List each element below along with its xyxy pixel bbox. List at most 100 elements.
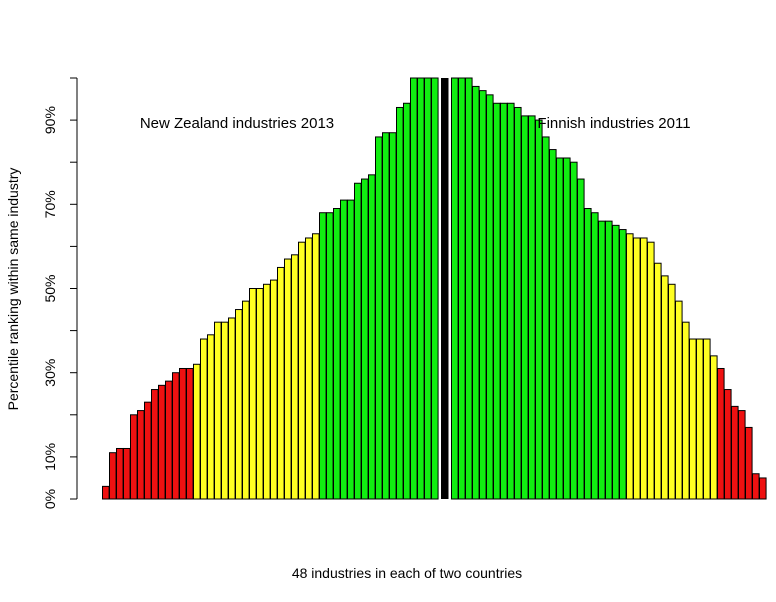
bar-fi-33: [675, 300, 683, 500]
bar-fi-34: [682, 321, 690, 500]
bar-nz-10: [165, 380, 173, 500]
bar-fi-16: [556, 157, 564, 500]
bar-nz-11: [172, 372, 180, 500]
bar-nz-19: [228, 317, 236, 500]
bar-nz-4: [123, 447, 131, 500]
bar-nz-17: [214, 321, 222, 500]
bar-fi-9: [507, 102, 515, 500]
bar-fi-39: [717, 367, 725, 500]
bar-nz-14: [193, 363, 201, 500]
bar-nz-9: [158, 384, 166, 500]
bar-nz-37: [354, 182, 362, 500]
bar-nz-21: [242, 300, 250, 500]
bar-nz-7: [144, 401, 152, 500]
bar-nz-46: [417, 77, 425, 500]
bar-nz-40: [375, 136, 383, 500]
bar-nz-29: [298, 241, 306, 500]
bar-fi-35: [689, 338, 697, 500]
bar-nz-43: [396, 106, 404, 500]
bar-fi-44: [752, 473, 760, 500]
bar-nz-34: [333, 208, 341, 500]
bar-nz-47: [424, 77, 432, 500]
y-tick-label-50: 50%: [42, 274, 58, 302]
bar-fi-45: [759, 477, 767, 500]
bar-nz-22: [249, 288, 257, 500]
y-tick-label-30: 30%: [42, 359, 58, 387]
bar-fi-4: [472, 85, 480, 500]
bar-fi-43: [745, 426, 753, 500]
bar-nz-13: [186, 367, 194, 500]
bar-fi-14: [542, 136, 550, 500]
bar-nz-28: [291, 254, 299, 500]
bar-fi-8: [500, 102, 508, 500]
bar-nz-27: [284, 258, 292, 500]
bar-nz-25: [270, 279, 278, 500]
bar-nz-12: [179, 367, 187, 500]
bar-nz-24: [263, 283, 271, 500]
bar-nz-31: [312, 233, 320, 500]
y-tick-label-70: 70%: [42, 190, 58, 218]
bar-nz-38: [361, 178, 369, 500]
bar-fi-18: [570, 161, 578, 500]
bar-fi-28: [640, 237, 648, 500]
y-tick-label-90: 90%: [42, 106, 58, 134]
bar-fi-37: [703, 338, 711, 500]
bar-nz-41: [382, 132, 390, 500]
y-tick-label-10: 10%: [42, 443, 58, 471]
bar-fi-21: [591, 212, 599, 500]
bar-nz-18: [221, 321, 229, 500]
bar-fi-25: [619, 229, 627, 500]
bar-nz-32: [319, 212, 327, 500]
bar-fi-31: [661, 275, 669, 500]
bar-nz-23: [256, 288, 264, 500]
bar-nz-2: [109, 452, 117, 500]
bar-fi-2: [458, 77, 466, 500]
bar-fi-38: [710, 355, 718, 500]
center-divider-bar: [441, 78, 449, 499]
y-axis: 0% 10% 30% 50% 70% 90%: [42, 77, 78, 509]
bar-fi-26: [626, 233, 634, 500]
bar-nz-8: [151, 389, 159, 500]
bar-nz-3: [116, 447, 124, 500]
bar-fi-41: [731, 405, 739, 500]
bar-nz-6: [137, 410, 145, 500]
bar-fi-27: [633, 237, 641, 500]
bar-nz-33: [326, 212, 334, 500]
bar-nz-45: [410, 77, 418, 500]
bar-fi-5: [479, 90, 487, 500]
bar-nz-36: [347, 199, 355, 500]
bar-fi-24: [612, 224, 620, 500]
bar-nz-39: [368, 174, 376, 500]
bar-nz-44: [403, 102, 411, 500]
annotation-finland: Finnish industries 2011: [537, 115, 690, 132]
bar-nz-26: [277, 266, 285, 500]
x-axis-title: 48 industries in each of two countries: [292, 565, 522, 581]
bar-fi-10: [514, 106, 522, 500]
bar-fi-42: [738, 410, 746, 500]
bar-nz-30: [305, 237, 313, 500]
annotation-new-zealand: New Zealand industries 2013: [140, 115, 334, 132]
new-zealand-bars: [102, 77, 439, 500]
bar-fi-13: [535, 119, 543, 500]
bar-fi-20: [584, 208, 592, 500]
finnish-bars: [451, 77, 767, 500]
bar-fi-29: [647, 241, 655, 500]
bar-nz-20: [235, 309, 243, 500]
bar-fi-7: [493, 102, 501, 500]
bar-fi-30: [654, 262, 662, 500]
y-tick-label-0: 0%: [42, 489, 58, 509]
bar-nz-5: [130, 414, 138, 500]
bar-nz-48: [431, 77, 439, 500]
y-axis-title: Percentile ranking within same industry: [5, 168, 21, 411]
bar-fi-6: [486, 94, 494, 500]
bar-fi-17: [563, 157, 571, 500]
bar-fi-40: [724, 389, 732, 500]
bar-fi-32: [668, 283, 676, 500]
bar-fi-36: [696, 338, 704, 500]
bar-fi-12: [528, 115, 536, 500]
bar-fi-22: [598, 220, 606, 500]
bar-fi-1: [451, 77, 459, 500]
bar-fi-23: [605, 220, 613, 500]
bar-fi-15: [549, 149, 557, 500]
